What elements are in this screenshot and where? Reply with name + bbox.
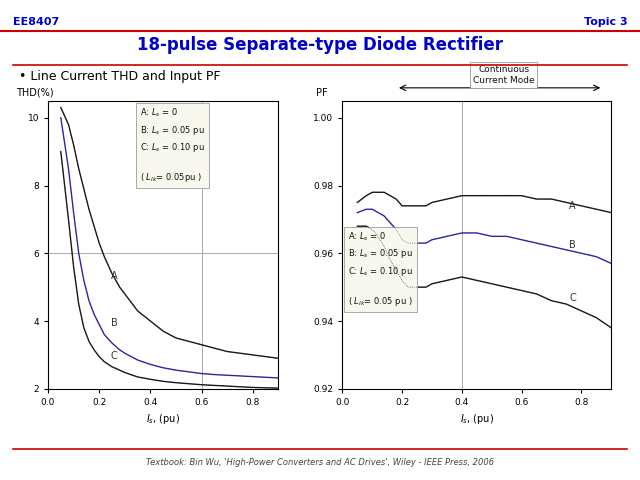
Text: B: B	[111, 318, 118, 328]
Text: THD(%): THD(%)	[16, 88, 53, 98]
X-axis label: $I_{s}$, (pu): $I_{s}$, (pu)	[460, 412, 494, 426]
Text: C: C	[111, 351, 118, 361]
Text: A: A	[111, 271, 117, 281]
Text: Textbook: Bin Wu, 'High-Power Converters and AC Drives', Wiley - IEEE Press, 200: Textbook: Bin Wu, 'High-Power Converters…	[146, 458, 494, 468]
Text: EE8407: EE8407	[13, 17, 59, 27]
X-axis label: $I_{s}$, (pu): $I_{s}$, (pu)	[146, 412, 180, 426]
Text: Topic 3: Topic 3	[584, 17, 627, 27]
Text: A: A	[570, 201, 576, 211]
Text: Continuous
Current Mode: Continuous Current Mode	[473, 65, 534, 85]
Text: • Line Current THD and Input PF: • Line Current THD and Input PF	[19, 70, 221, 83]
Text: C: C	[570, 293, 576, 303]
Text: A: $L_s$ = 0
B: $L_s$ = 0.05 pu
C: $L_s$ = 0.10 pu

( $L_{lk}$= 0.05 pu ): A: $L_s$ = 0 B: $L_s$ = 0.05 pu C: $L_s$…	[348, 230, 413, 308]
Text: A: $L_s$ = 0
B: $L_s$ = 0.05 pu
C: $L_s$ = 0.10 pu

( $L_{lk}$= 0.05pu ): A: $L_s$ = 0 B: $L_s$ = 0.05 pu C: $L_s$…	[140, 107, 205, 184]
Text: PF: PF	[316, 88, 327, 98]
Text: 18-pulse Separate-type Diode Rectifier: 18-pulse Separate-type Diode Rectifier	[137, 36, 503, 54]
Text: B: B	[570, 240, 576, 250]
